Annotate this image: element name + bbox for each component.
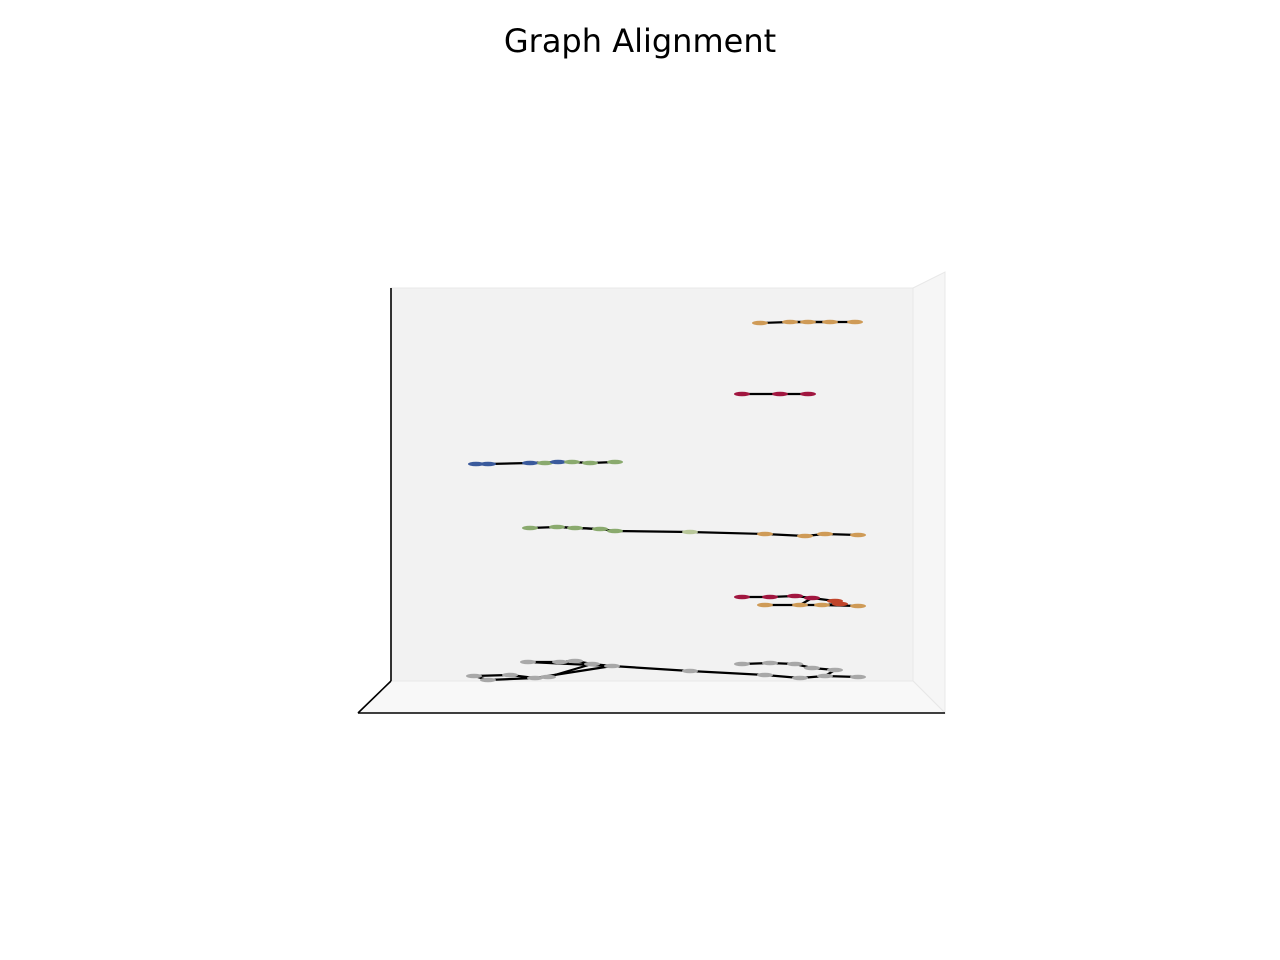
layer-blue-green-node-6	[582, 461, 598, 466]
back-pane	[391, 288, 913, 681]
layer-gray-bottom-node-9	[604, 664, 620, 669]
layer-gray-bottom-node-12	[762, 661, 778, 666]
layer-crimson-orange-node-1	[762, 595, 778, 600]
layer-crimson	[734, 392, 816, 397]
layer-orange-top-node-3	[822, 320, 838, 325]
layer-green-orange-node-3	[592, 527, 608, 532]
layer-gray-bottom-node-16	[757, 673, 773, 678]
layer-gray-bottom-node-13	[787, 662, 803, 667]
layer-crimson-node-0	[734, 392, 750, 397]
layer-green-orange-node-2	[567, 526, 583, 531]
layer-green-orange-node-0	[522, 526, 538, 531]
layer-crimson-orange-node-9	[850, 604, 866, 609]
layer-green-orange-node-6	[757, 532, 773, 537]
layer-gray-bottom-node-15	[827, 668, 843, 673]
side-pane	[913, 272, 945, 713]
layer-gray-bottom-node-6	[552, 660, 568, 665]
layer-green-orange-edge-4	[615, 531, 690, 532]
layer-gray-bottom-node-0	[466, 674, 482, 679]
layer-orange-top-node-2	[800, 320, 816, 325]
layer-green-orange-node-9	[850, 533, 866, 538]
layer-gray-bottom-node-18	[817, 674, 833, 679]
layer-blue-green-node-2	[522, 461, 538, 466]
layer-crimson-orange-node-6	[757, 603, 773, 608]
layer-green-orange-node-4	[607, 529, 623, 534]
layer-orange-top-node-4	[847, 320, 863, 325]
layer-gray-bottom-node-8	[584, 662, 600, 667]
layer-blue-green-node-5	[564, 460, 580, 465]
layer-gray-bottom-node-10	[682, 669, 698, 674]
layer-gray-bottom-node-17	[792, 676, 808, 681]
layer-gray-bottom-node-5	[520, 660, 536, 665]
layer-crimson-orange-node-5	[832, 602, 848, 607]
layer-orange-top-node-1	[782, 320, 798, 325]
layer-gray-bottom-node-19	[850, 675, 866, 680]
layer-green-orange-node-7	[797, 534, 813, 539]
layer-crimson-orange-node-3	[804, 596, 820, 601]
layer-gray-bottom-node-2	[502, 673, 518, 678]
layer-gray-bottom-node-7	[567, 659, 583, 664]
layer-orange-top-node-0	[752, 321, 768, 326]
floor-pane	[358, 681, 945, 713]
layer-crimson-orange-node-8	[814, 603, 830, 608]
layer-green-orange-node-5	[682, 530, 698, 535]
layer-gray-bottom-node-4	[540, 675, 556, 680]
layer-crimson-orange-node-0	[734, 595, 750, 600]
layer-blue-green-node-1	[480, 462, 496, 467]
layer-crimson-node-2	[800, 392, 816, 397]
layer-blue-green-node-7	[607, 460, 623, 465]
layer-gray-bottom-node-1	[480, 678, 496, 683]
layer-green-orange-node-8	[817, 532, 833, 537]
layer-crimson-orange-node-2	[787, 594, 803, 599]
layer-green-orange-node-1	[549, 525, 565, 530]
layer-crimson-orange-node-7	[792, 603, 808, 608]
layer-crimson-node-1	[772, 392, 788, 397]
layer-blue-green-node-4	[550, 460, 566, 465]
layer-gray-bottom-node-14	[804, 666, 820, 671]
layer-gray-bottom-node-11	[734, 662, 750, 667]
